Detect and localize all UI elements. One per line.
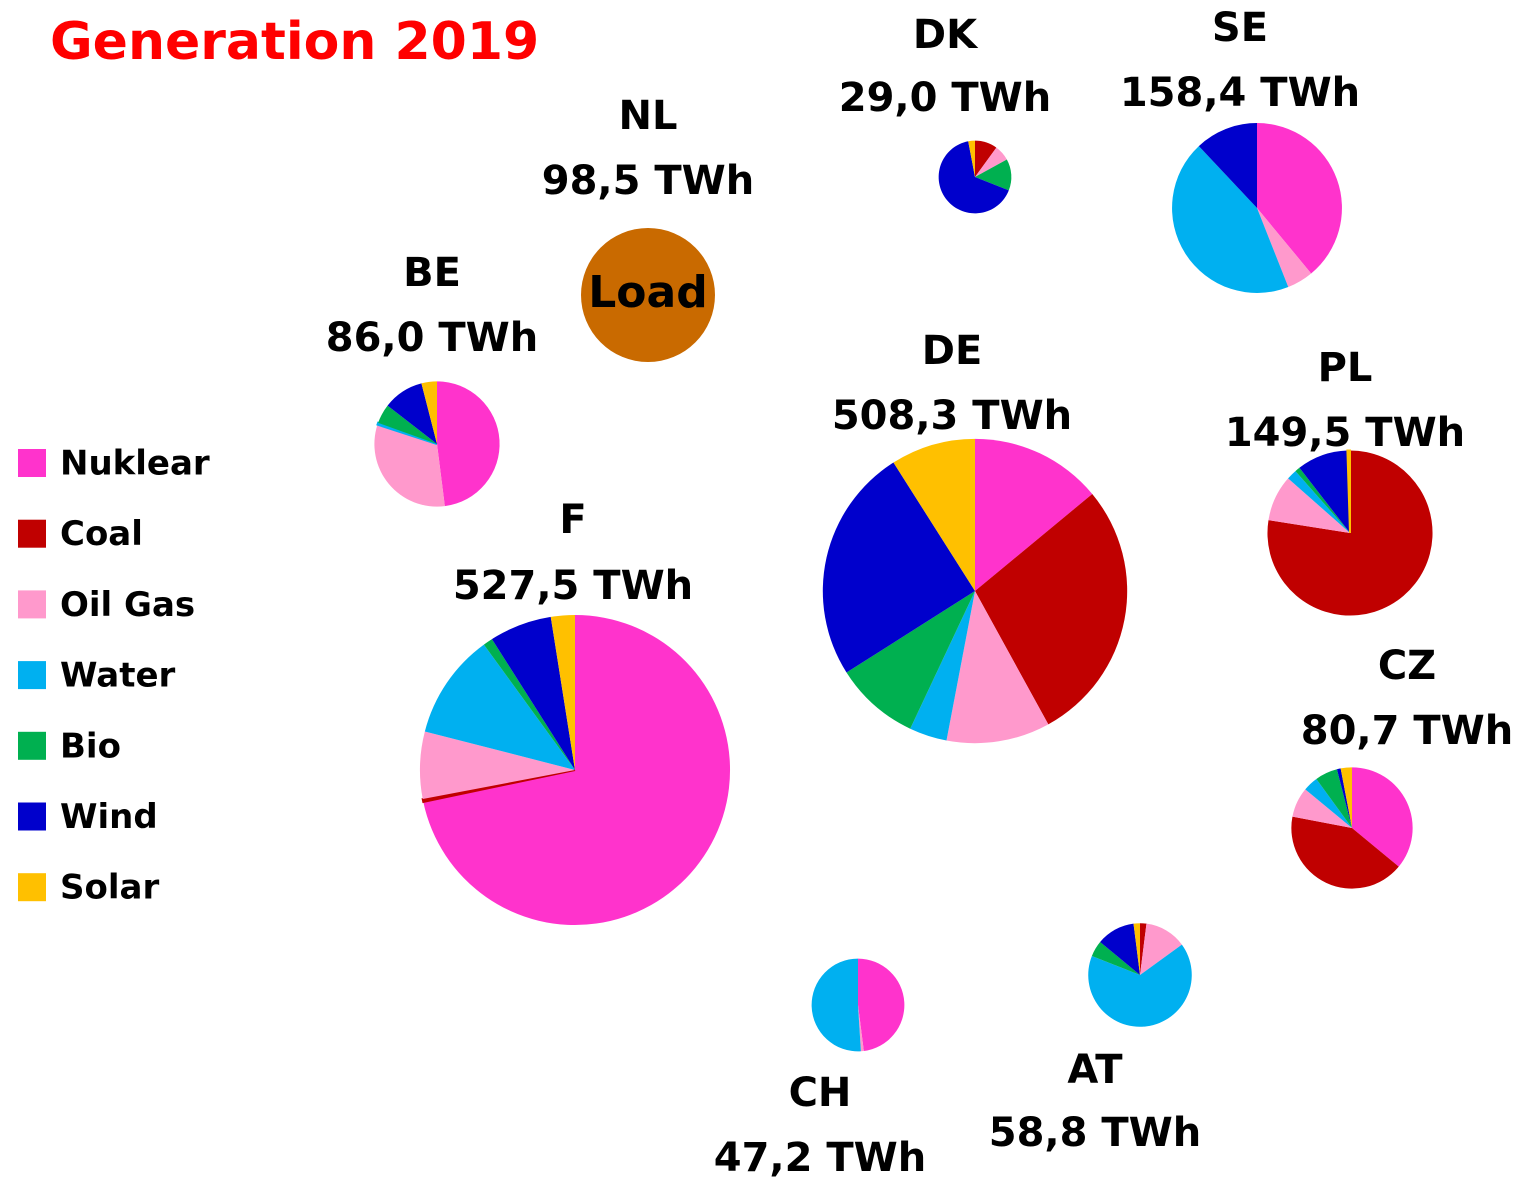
pie-name: BE <box>403 250 461 296</box>
pie-name: DK <box>913 12 979 58</box>
pie-slice <box>1198 123 1257 208</box>
pie-name: DE <box>922 328 983 374</box>
pie-slice <box>968 140 975 177</box>
pie-name: PL <box>1318 345 1373 391</box>
pie-name: NL <box>619 93 678 139</box>
pie-slice <box>550 614 575 770</box>
pie-slice <box>424 644 575 770</box>
pie-slice <box>893 438 975 591</box>
pie-slice <box>811 958 861 1052</box>
pie-slice <box>1257 123 1342 274</box>
legend-swatch <box>18 873 46 902</box>
pie-name: AT <box>1067 1047 1123 1093</box>
legend-label: Oil Gas <box>60 585 195 625</box>
pie-name: CH <box>789 1070 852 1116</box>
pie-slice <box>421 769 576 804</box>
pie-total: 527,5 TWh <box>453 563 693 609</box>
pie-slice <box>1288 471 1350 533</box>
pie-slice <box>483 639 575 770</box>
pie-slice <box>910 591 975 741</box>
pie-slice <box>822 462 975 673</box>
pie-total: 149,5 TWh <box>1225 410 1465 456</box>
pie-total: 508,3 TWh <box>832 393 1072 439</box>
pie-slice <box>858 958 905 1052</box>
pie-total: 158,4 TWh <box>1120 70 1360 116</box>
pie-slice <box>1336 768 1352 828</box>
pie-slice <box>946 591 1049 744</box>
legend-label: Wind <box>60 797 158 837</box>
pie-slice <box>1299 450 1350 533</box>
pie-slice <box>1088 944 1192 1027</box>
legend-label: Water <box>60 656 176 696</box>
pie-slice <box>1140 923 1182 975</box>
legend-label: Nuklear <box>60 444 210 484</box>
pie-slice <box>975 140 997 177</box>
pie-total: 47,2 TWh <box>714 1135 927 1181</box>
pie-slice <box>1305 778 1352 828</box>
pie-slice <box>1316 769 1352 828</box>
pie-slice <box>378 405 437 444</box>
pie-slice <box>1295 467 1350 533</box>
pie-slice <box>1292 789 1352 828</box>
pie-slice <box>421 381 437 444</box>
pie-slice <box>1257 208 1312 287</box>
pie-slice <box>1352 767 1413 867</box>
pie-total: 29,0 TWh <box>839 75 1052 121</box>
pie-slice <box>387 383 437 444</box>
pie-slice <box>1346 449 1351 534</box>
pie-slice <box>1091 942 1140 975</box>
pie-slice <box>423 614 731 926</box>
pie-slice <box>491 616 575 770</box>
pie-name: F <box>559 497 586 543</box>
pie-name: CZ <box>1378 643 1436 689</box>
pie-center-label: Load <box>588 267 707 318</box>
pie-slice <box>846 591 975 729</box>
pie-slice <box>1172 146 1289 293</box>
pie-slice <box>975 147 1007 177</box>
pie-slice <box>1100 923 1140 975</box>
pie-total: 58,8 TWh <box>989 1110 1202 1156</box>
legend-label: Coal <box>60 514 143 554</box>
pie-slice <box>858 1005 864 1052</box>
pie-slice <box>975 493 1128 725</box>
legend-swatch <box>18 661 46 690</box>
chart-title: Generation 2019 <box>50 12 539 72</box>
pie-slice <box>975 159 1012 191</box>
pie-slice <box>1291 816 1399 889</box>
pie-slice <box>1340 767 1352 828</box>
pie-slice <box>938 141 1009 214</box>
legend-swatch <box>18 590 46 619</box>
pie-slice <box>1140 923 1147 975</box>
legend-swatch <box>18 519 46 548</box>
pie-slice <box>1268 478 1350 533</box>
pie-total: 86,0 TWh <box>326 315 539 361</box>
legend-label: Solar <box>60 868 159 908</box>
pie-slice <box>581 228 715 362</box>
legend-swatch <box>18 802 46 831</box>
pie-name: SE <box>1212 5 1268 51</box>
pie-total: 80,7 TWh <box>1301 708 1514 754</box>
pie-slice <box>419 731 575 800</box>
pie-slice <box>374 424 445 507</box>
pie-slice <box>975 438 1093 591</box>
legend-swatch <box>18 449 46 477</box>
legend-swatch <box>18 731 46 760</box>
legend-label: Bio <box>60 726 121 766</box>
pie-slice <box>437 381 500 507</box>
pie-total: 98,5 TWh <box>542 158 755 204</box>
pie-slice <box>376 421 438 445</box>
pie-slice <box>1133 923 1140 975</box>
